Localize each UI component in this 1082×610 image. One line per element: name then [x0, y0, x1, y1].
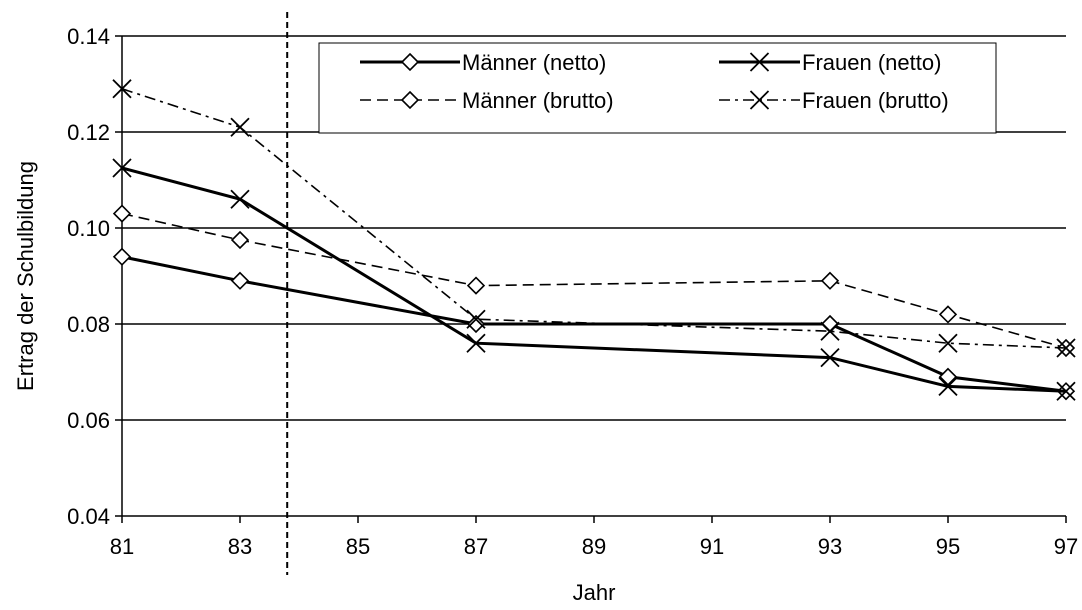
legend-label: Frauen (netto): [802, 50, 941, 75]
legend-label: Frauen (brutto): [802, 88, 949, 113]
data-point-marker: [230, 189, 250, 209]
x-tick-label: 89: [582, 534, 606, 559]
x-axis-title: Jahr: [573, 580, 616, 605]
y-axis-title: Ertrag der Schulbildung: [13, 161, 38, 391]
data-point-marker: [112, 79, 132, 99]
x-tick-label: 85: [346, 534, 370, 559]
series-4: [112, 79, 1076, 358]
legend-marker: [749, 52, 770, 72]
data-point-marker: [112, 158, 132, 178]
legend-label: Männer (brutto): [462, 88, 614, 113]
series-layer: [112, 79, 1076, 401]
x-tick-label: 87: [464, 534, 488, 559]
x-tick-label: 93: [818, 534, 842, 559]
legend: Männer (netto) Frauen (netto) Männer (brut…: [318, 42, 997, 134]
y-tick-label: 0.10: [67, 216, 110, 241]
data-point-marker: [230, 230, 250, 250]
data-point-marker: [466, 276, 486, 295]
data-point-marker: [112, 247, 132, 266]
legend-box: [318, 42, 997, 134]
data-point-marker: [466, 333, 486, 353]
x-tick-label: 81: [110, 534, 134, 559]
y-tick-label: 0.14: [67, 24, 110, 49]
legend-item: Frauen (netto): [719, 50, 941, 75]
data-point-marker: [938, 367, 958, 386]
data-point-marker: [112, 204, 132, 223]
series-line: [121, 166, 1067, 393]
legend-marker: [400, 90, 420, 110]
legend-item: Frauen (brutto): [719, 88, 949, 113]
data-point-marker: [938, 305, 958, 324]
x-tick-labels: 81 83 85 87 89 91 93 95 97: [110, 516, 1078, 559]
legend-marker: [749, 90, 770, 110]
series-line: [121, 255, 1067, 393]
y-tick-labels: 0.04 0.06 0.08 0.10 0.12 0.14: [67, 24, 122, 529]
legend-marker: [400, 52, 420, 72]
legend-label: Männer (netto): [462, 50, 606, 75]
x-tick-label: 83: [228, 534, 252, 559]
data-point-marker: [230, 117, 250, 137]
data-point-marker: [820, 347, 840, 368]
x-tick-label: 97: [1054, 534, 1078, 559]
x-tick-label: 91: [700, 534, 724, 559]
x-tick-label: 95: [936, 534, 960, 559]
series-line: [121, 212, 1067, 349]
data-point-marker: [938, 376, 958, 397]
data-point-marker: [230, 271, 250, 290]
data-point-marker: [466, 309, 486, 329]
data-point-marker: [938, 333, 958, 353]
series-line: [121, 88, 1067, 349]
y-tick-label: 0.12: [67, 120, 110, 145]
y-tick-label: 0.06: [67, 408, 110, 433]
y-tick-label: 0.08: [67, 312, 110, 337]
data-point-marker: [1056, 381, 1076, 401]
legend-item: Männer (brutto): [360, 88, 614, 113]
y-tick-label: 0.04: [67, 504, 110, 529]
legend-item: Männer (netto): [360, 50, 606, 75]
data-point-marker: [1056, 338, 1076, 358]
data-point-marker: [820, 271, 840, 290]
series-2: [112, 158, 1076, 401]
data-point-marker: [820, 321, 840, 341]
